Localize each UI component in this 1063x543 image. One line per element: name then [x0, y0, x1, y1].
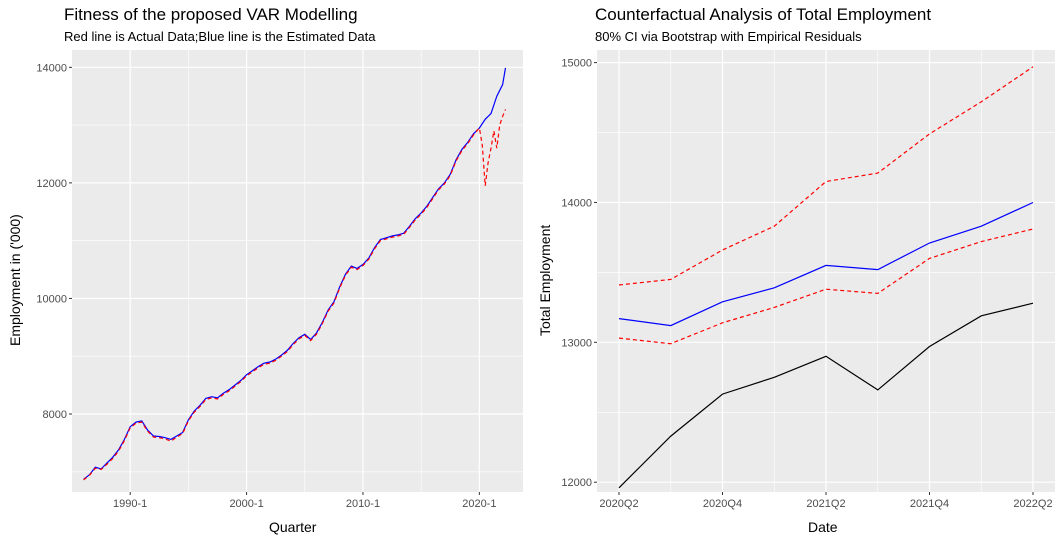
left-estimated-line [83, 67, 507, 480]
right-lower-ci-line [618, 228, 1034, 345]
left-actual-line [83, 109, 507, 481]
left-x-tick-label: 2010-1 [346, 498, 380, 510]
left-x-tick-label: 1990-1 [113, 498, 147, 510]
left-y-tick-label: 8000 [43, 409, 67, 421]
left-y-tick-label: 10000 [36, 293, 67, 305]
right-chart-subtitle: 80% CI via Bootstrap with Empirical Resi… [595, 29, 862, 44]
right-x-tick-label: 2021Q4 [910, 498, 949, 510]
right-y-tick-label: 13000 [561, 337, 592, 349]
left-x-tick-label: 2000-1 [229, 498, 263, 510]
right-x-tick-label: 2021Q2 [806, 498, 845, 510]
left-y-axis-label: Employment in ('000) [7, 214, 23, 346]
right-chart-title: Counterfactual Analysis of Total Employm… [595, 5, 932, 24]
right-x-tick-label: 2020Q4 [703, 498, 742, 510]
right-upper-ci-line [618, 66, 1034, 286]
right-y-axis-label: Total Employment [537, 224, 553, 336]
left-chart-title: Fitness of the proposed VAR Modelling [64, 5, 358, 24]
right-counterfactual-line [618, 201, 1034, 327]
left-plot-panel [72, 50, 523, 492]
right-x-axis-label: Date [808, 519, 838, 535]
left-x-tick-label: 2020-1 [462, 498, 496, 510]
left-y-tick-label: 12000 [36, 178, 67, 190]
left-x-axis-label: Quarter [269, 519, 317, 535]
right-x-tick-label: 2020Q2 [599, 498, 638, 510]
right-y-tick-label: 15000 [561, 58, 592, 70]
right-actual-line [618, 302, 1034, 489]
left-y-tick-label: 14000 [36, 62, 67, 74]
right-y-tick-label: 14000 [561, 197, 592, 209]
right-y-tick-label: 12000 [561, 477, 592, 489]
right-x-tick-label: 2022Q2 [1013, 498, 1052, 510]
left-chart-subtitle: Red line is Actual Data;Blue line is the… [64, 29, 376, 44]
